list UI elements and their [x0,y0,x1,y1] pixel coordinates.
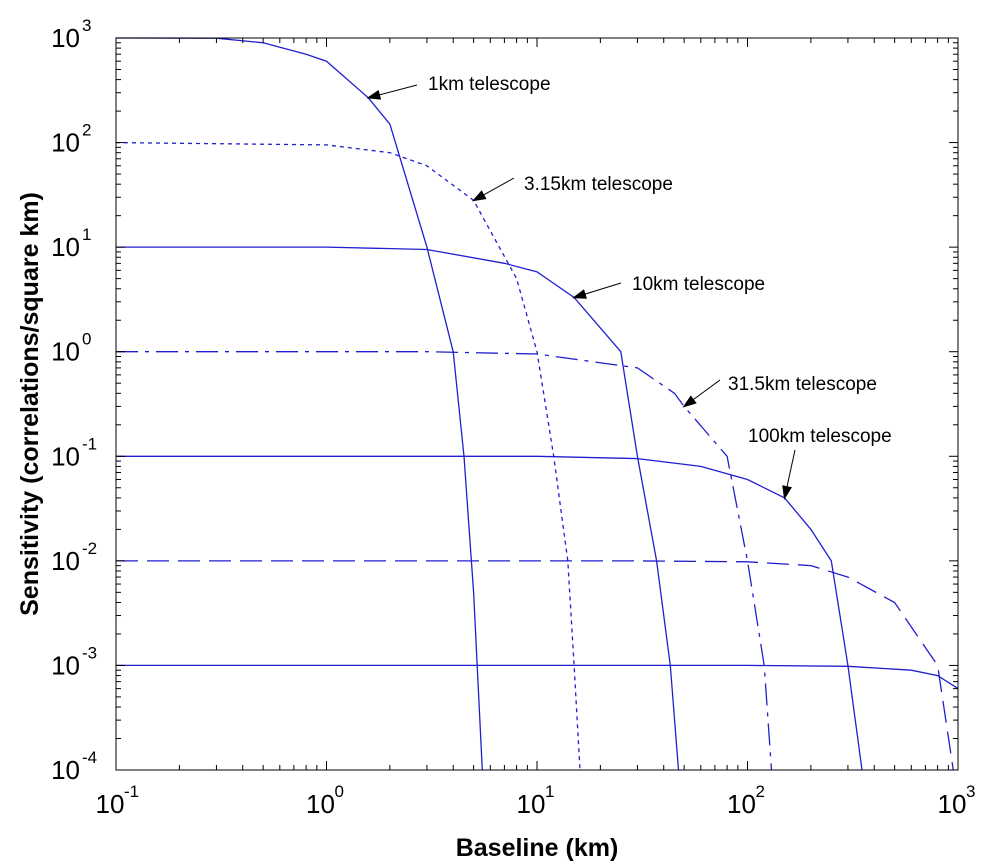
y-tick-label: 10 [51,128,80,158]
y-tick-exponent: 3 [82,16,91,35]
series-line-31-5km [116,351,773,771]
y-tick-exponent: 1 [82,225,91,244]
series-line-1000km [116,664,959,690]
annotation-arrow [366,84,418,100]
x-tick-exponent: 1 [545,782,554,801]
series-line-315km [116,560,954,771]
y-tick-label: 10 [51,232,80,262]
x-tick-label: 10 [517,789,546,819]
annotation-label: 3.15km telescope [524,174,673,195]
series-line-1km [115,37,483,771]
x-tick-label: 10 [96,789,125,819]
y-tick-exponent: -2 [82,539,97,558]
y-tick-label: 10 [51,546,80,576]
y-tick-exponent: 2 [82,121,91,140]
annotation-arrow [572,282,622,299]
y-tick-exponent: -1 [82,434,97,453]
x-tick-label: 10 [938,789,967,819]
x-tick-label: 10 [306,789,335,819]
y-tick-label: 10 [51,23,80,53]
annotation-label: 31.5km telescope [728,374,877,395]
y-tick-exponent: -4 [82,748,97,767]
annotation-label: 1km telescope [428,74,551,95]
x-axis-label: Baseline (km) [456,834,619,862]
x-tick-exponent: 3 [966,782,975,801]
series-line-100km [116,455,863,771]
y-tick-label: 10 [51,337,80,367]
y-tick-exponent: -3 [82,643,97,662]
x-tick-exponent: -1 [124,782,139,801]
y-axis-label: Sensitivity (correlations/square km) [16,192,44,616]
x-tick-label: 10 [727,789,756,819]
annotation-arrow [782,449,796,500]
y-tick-label: 10 [51,755,80,785]
annotations-layer: 1km telescope 3.15km telescope 10km telesc… [366,74,892,500]
series-layer [115,37,959,771]
annotation-arrow [682,379,721,408]
y-tick-label: 10 [51,650,80,680]
annotation-label: 100km telescope [748,426,892,447]
annotation-label: 10km telescope [632,274,765,295]
plot-area [116,38,958,770]
annotation-arrow [471,177,515,202]
y-tick-exponent: 0 [82,330,91,349]
ticks-layer: 10 -1 10 0 10 1 10 2 10 310 310 210 110 010 -110 -210 -3… [51,16,975,819]
y-tick-label: 10 [51,441,80,471]
x-tick-exponent: 0 [335,782,344,801]
x-tick-exponent: 2 [756,782,765,801]
